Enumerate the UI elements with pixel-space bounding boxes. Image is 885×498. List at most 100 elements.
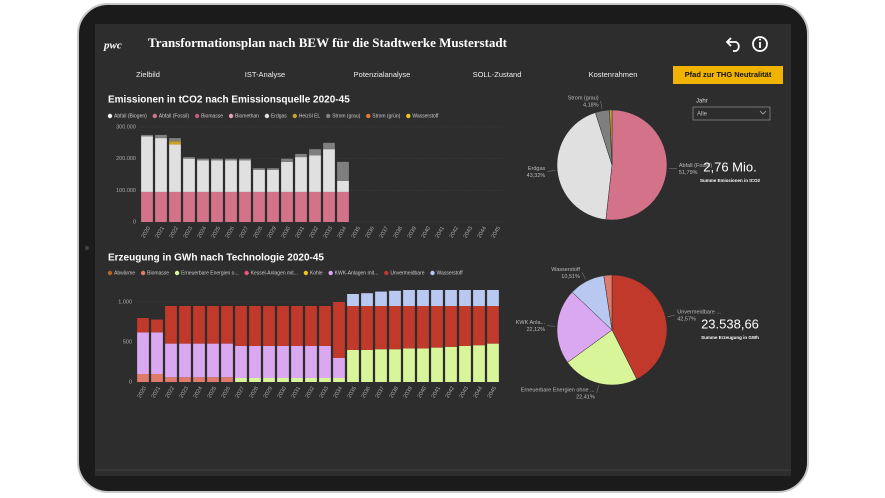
- x-tick-label: 2020: [141, 226, 152, 240]
- y-tick-label: 100.000: [116, 188, 136, 194]
- x-tick-label: 2040: [417, 386, 428, 400]
- leader-line: [596, 385, 599, 394]
- slice-value: 51,79%: [679, 170, 698, 176]
- bar-segment: [389, 306, 401, 350]
- legend-swatch: [140, 270, 146, 276]
- bar-segment: [165, 377, 177, 382]
- x-tick-label: 2038: [389, 386, 400, 400]
- x-tick-label: 2034: [337, 226, 348, 240]
- bar-segment: [221, 306, 233, 344]
- bar-segment: [239, 191, 251, 222]
- bar-segment: [225, 191, 237, 222]
- legend-label: Strom (grau): [332, 113, 360, 119]
- bar-segment: [207, 306, 219, 344]
- bar-segment: [197, 160, 209, 192]
- bar-segment: [235, 346, 247, 378]
- bar-segment: [221, 343, 233, 378]
- pie-slice: [609, 109, 613, 166]
- nav-tab[interactable]: Potenzialanalyse: [354, 70, 411, 79]
- legend-swatch: [107, 270, 113, 276]
- x-tick-label: 2043: [459, 386, 470, 400]
- bar-segment: [277, 346, 289, 378]
- bar-segment: [309, 149, 321, 156]
- bar-segment: [239, 158, 251, 161]
- pie-slice: [556, 112, 613, 220]
- bar-segment: [179, 377, 191, 382]
- x-tick-label: 2032: [309, 226, 320, 240]
- x-tick-label: 2035: [351, 226, 362, 240]
- info-icon[interactable]: [752, 36, 768, 52]
- pie-slice: [567, 329, 638, 386]
- bar-segment: [151, 332, 163, 374]
- bar-segment: [389, 349, 401, 382]
- bar-segment: [347, 350, 359, 382]
- x-tick-label: 2030: [281, 226, 292, 240]
- page-title: Transformationsplan nach BEW für die Sta…: [148, 35, 508, 50]
- nav-tab[interactable]: Pfad zur THG Neutralität: [685, 70, 772, 79]
- bar-segment: [305, 306, 317, 346]
- bar-segment: [319, 306, 331, 346]
- legend-swatch: [384, 270, 389, 276]
- y-tick-label: 0: [133, 219, 136, 225]
- x-tick-label: 2039: [403, 386, 414, 400]
- filter-value: Alle: [697, 112, 708, 118]
- camera: [85, 246, 89, 250]
- x-tick-label: 2025: [207, 386, 218, 400]
- slice-label: KWK Anla...: [516, 320, 546, 326]
- legend-swatch: [194, 113, 200, 119]
- back-icon[interactable]: [725, 37, 740, 52]
- bar-segment: [141, 134, 153, 137]
- year-dropdown[interactable]: [692, 106, 771, 121]
- bar-segment: [403, 290, 415, 306]
- bar-segment: [281, 191, 293, 222]
- nav-tab[interactable]: Zielbild: [136, 70, 160, 79]
- kpi-value: 23.538,66: [701, 316, 759, 331]
- bar-segment: [211, 158, 223, 161]
- active-tab-bg: [673, 66, 783, 84]
- bar-segment: [263, 378, 275, 382]
- nav-tab[interactable]: Kostenrahmen: [589, 70, 638, 79]
- bar-segment: [155, 134, 167, 139]
- bar-segment: [333, 358, 345, 378]
- bar-segment: [141, 136, 153, 192]
- bar-segment: [417, 290, 429, 306]
- x-tick-label: 2036: [365, 226, 376, 240]
- bar-segment: [305, 378, 317, 382]
- bar-segment: [281, 161, 293, 192]
- legend-label: Strom (grün): [372, 113, 400, 119]
- legend-label: KWK-Anlagen mit...: [335, 270, 379, 276]
- slice-value: 22,12%: [526, 327, 545, 333]
- bar-segment: [281, 158, 293, 162]
- legend-label: Biomasse: [201, 113, 223, 119]
- legend-swatch: [326, 113, 331, 119]
- legend-swatch: [264, 113, 270, 119]
- bar-segment: [323, 142, 335, 150]
- x-tick-label: 2028: [253, 226, 264, 240]
- bar-segment: [183, 191, 195, 222]
- x-tick-label: 2041: [431, 386, 442, 400]
- x-tick-label: 2027: [239, 226, 250, 240]
- slice-label: Unvermeidbare ...: [677, 309, 721, 315]
- legend-swatch: [366, 113, 371, 119]
- slice-value: 43,32%: [527, 173, 546, 179]
- bar-segment: [403, 348, 415, 382]
- legend-label: Abwärme: [114, 270, 135, 276]
- slice-value: 22,41%: [576, 395, 595, 401]
- nav-tab[interactable]: SOLL-Zustand: [473, 70, 522, 79]
- kpi-label: Summe Emissionen in tCO2: [700, 178, 761, 183]
- x-tick-label: 2044: [477, 226, 488, 240]
- legend-label: Unvermeidbare: [390, 270, 424, 276]
- bar-segment: [183, 157, 195, 159]
- bar-segment: [253, 191, 265, 222]
- bar-segment: [431, 290, 443, 306]
- nav-tab[interactable]: IST-Analyse: [245, 70, 285, 79]
- x-tick-label: 2030: [277, 386, 288, 400]
- bar-segment: [417, 306, 429, 349]
- bar-segment: [197, 158, 209, 161]
- legend-swatch: [244, 270, 249, 276]
- x-tick-label: 2032: [305, 386, 316, 400]
- slice-value: 4,18%: [583, 102, 599, 108]
- legend-label: Kessel-Anlagen mit...: [251, 270, 298, 276]
- x-tick-label: 2021: [155, 226, 166, 240]
- bar-segment: [225, 160, 237, 192]
